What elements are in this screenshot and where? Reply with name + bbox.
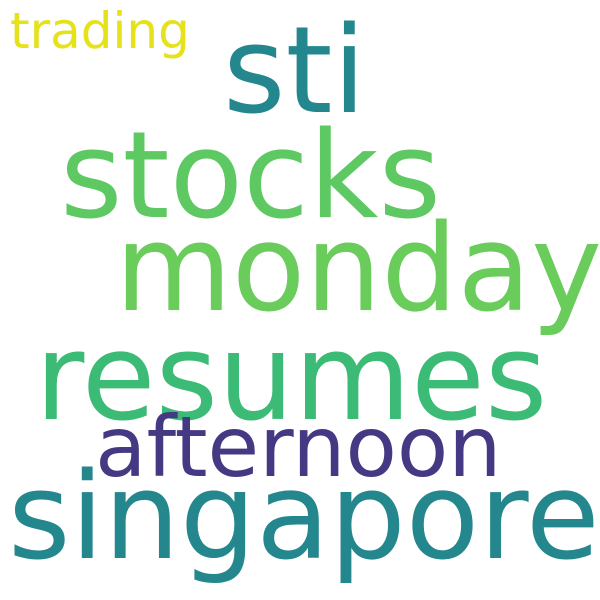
word-trading: trading <box>10 2 190 60</box>
word-monday: monday <box>115 200 600 339</box>
word-sti: sti <box>223 2 366 141</box>
word-afternoon: afternoon <box>95 398 502 496</box>
word-singapore: singapore <box>8 448 600 587</box>
word-resumes: resumes <box>35 309 548 448</box>
word-stocks: stocks <box>60 107 441 246</box>
